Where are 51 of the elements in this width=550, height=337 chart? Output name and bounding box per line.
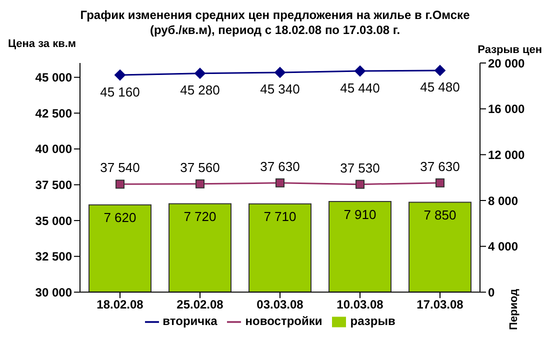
point: [276, 178, 284, 188]
data-label: 7 910: [344, 206, 376, 222]
data-label: 45 280: [180, 82, 220, 98]
y2-tick-label: 0: [488, 285, 495, 300]
data-label: 37 540: [100, 160, 140, 176]
chart-subtitle: (руб./кв.м), период с 18.02.08 по 17.03.08 г.: [148, 23, 402, 38]
data-label: 37 630: [420, 158, 460, 174]
y-tick-label: 30 000: [35, 285, 72, 300]
data-label: 7 850: [424, 207, 456, 222]
y2-tick-label: 8 000: [488, 194, 518, 208]
point: [116, 180, 124, 189]
y-tick-label: 42 500: [35, 106, 72, 120]
data-label: 37 630: [260, 158, 300, 174]
point: [354, 66, 366, 77]
x-tick-label: 03.03.08: [256, 298, 304, 312]
y2-tick-label: 4 000: [488, 240, 518, 254]
point: [356, 180, 364, 189]
y-tick-label: 37 500: [35, 178, 72, 192]
y2-tick-label: 20 000: [488, 56, 526, 70]
point: [194, 68, 206, 79]
chart-title: График изменения средних цен предложения на жилье в г.Омске: [79, 8, 471, 23]
y2-axis-title: Разрыв цен: [478, 44, 542, 56]
data-label: 45 480: [420, 80, 460, 95]
y2-tick-label: 16 000: [488, 102, 526, 116]
y-tick-label: 45 000: [35, 70, 72, 85]
text: Период: [508, 288, 520, 330]
data-label: 37 560: [180, 160, 220, 175]
data-label: 45 440: [340, 80, 380, 96]
x-tick-label: 17.03.08: [416, 298, 464, 312]
data-label: 7 620: [104, 210, 136, 226]
y2-tick-label: 12 000: [488, 148, 526, 162]
legend-label: разрыв: [350, 314, 396, 328]
y-tick-label: 40 000: [35, 142, 72, 156]
data-label: 45 160: [100, 84, 140, 100]
data-label: 7 710: [264, 209, 296, 224]
point: [436, 178, 444, 188]
point: [274, 66, 286, 78]
x-tick-label: 18.02.08: [96, 298, 144, 312]
y-tick-label: 35 000: [35, 214, 72, 228]
legend-label: новостройки: [245, 314, 322, 328]
data-label: 45 340: [260, 82, 300, 97]
x-tick-label: 10.03.08: [336, 298, 384, 312]
data-label: 7 720: [184, 208, 216, 224]
point: [196, 179, 204, 188]
legend-label: вторичка: [162, 314, 218, 328]
y-tick-label: 32 500: [35, 250, 72, 264]
y-axis-title: Цена за кв.м: [8, 38, 76, 50]
x-tick-label: 25.02.08: [176, 298, 224, 312]
point: [114, 70, 126, 81]
point: [434, 64, 446, 76]
data-label: 37 530: [340, 160, 380, 176]
